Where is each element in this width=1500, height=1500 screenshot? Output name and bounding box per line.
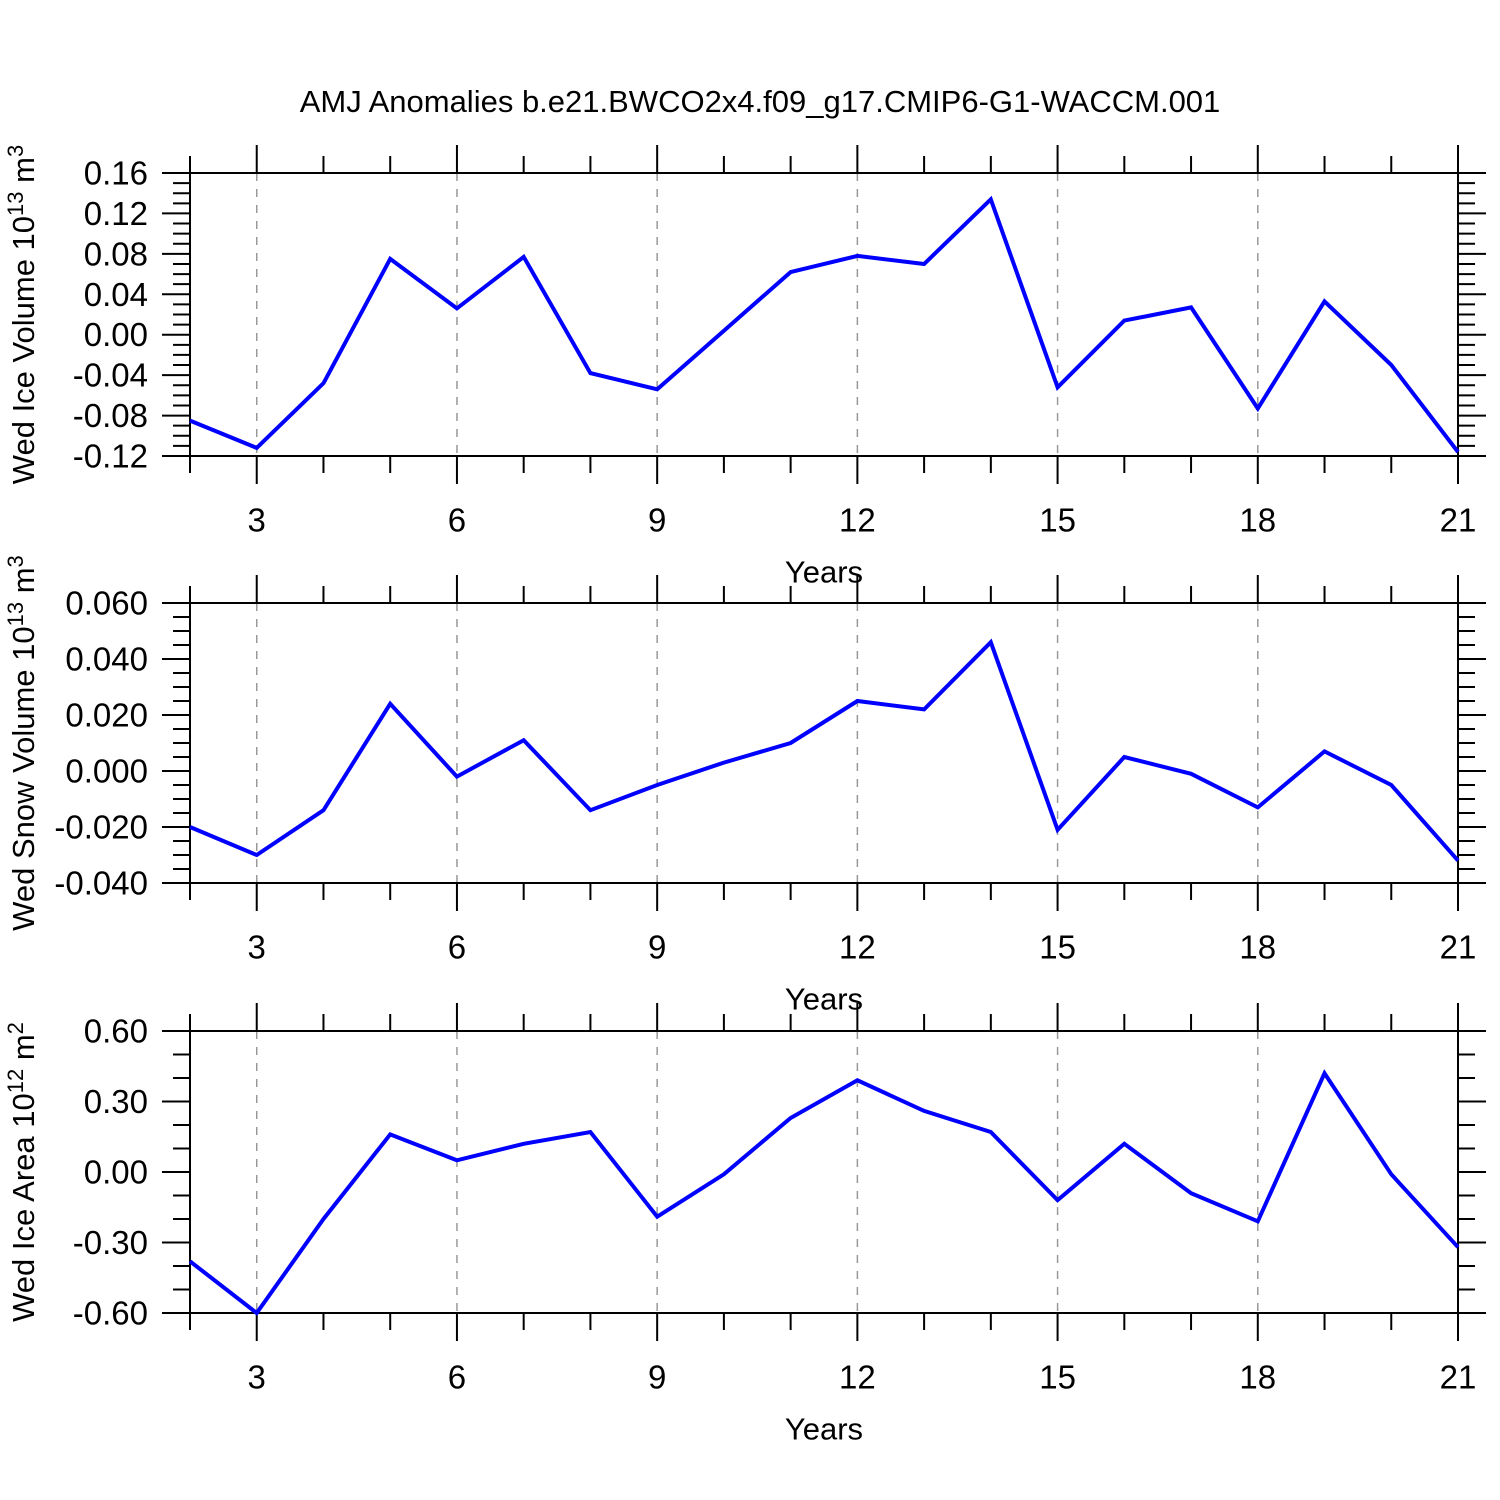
y-axis-label-text: Wed Ice Area 10 [6, 1093, 41, 1322]
x-tick-label: 18 [1239, 1359, 1276, 1396]
x-axis-label: Years [785, 555, 863, 590]
y-tick-label: 0.060 [65, 585, 148, 622]
y-tick-label: 0.020 [65, 697, 148, 734]
y-tick-label: 0.00 [84, 316, 148, 353]
y-tick-label: -0.08 [73, 397, 148, 434]
y-tick-label: 0.16 [84, 155, 148, 192]
x-axis-label: Years [785, 1412, 863, 1447]
x-tick-label: 12 [839, 502, 876, 539]
series-line-wed-ice-volume [189, 195, 1460, 454]
y-tick-label: -0.60 [73, 1295, 148, 1332]
x-tick-label: 9 [648, 1359, 666, 1396]
y-axis-label-text: m [6, 157, 41, 191]
y-tick-label: -0.30 [73, 1224, 148, 1261]
plot-box [189, 172, 1459, 457]
x-tick-label: 18 [1239, 502, 1276, 539]
y-tick-label: 0.00 [84, 1154, 148, 1191]
x-tick-label: 3 [248, 502, 266, 539]
x-tick-label: 15 [1039, 502, 1076, 539]
y-axis-label-superscript: 13 [3, 602, 28, 626]
plot-box [189, 602, 1459, 884]
x-tick-label: 21 [1440, 502, 1477, 539]
series-line-wed-ice-area [188, 1069, 1460, 1316]
x-tick-label: 12 [839, 1359, 876, 1396]
y-tick-label: -0.04 [73, 357, 148, 394]
y-axis-label: Wed Ice Area 1012 m2 [3, 1022, 41, 1322]
x-tick-label: 12 [839, 929, 876, 966]
x-tick-label: 9 [648, 502, 666, 539]
y-tick-label: 0.000 [65, 753, 148, 790]
y-tick-label: 0.040 [65, 641, 148, 678]
y-axis-label-superscript: 13 [3, 191, 28, 215]
x-tick-label: 3 [248, 1359, 266, 1396]
y-tick-label: 0.08 [84, 235, 148, 272]
y-axis-label: Wed Ice Volume 1013 m3 [3, 145, 41, 484]
y-axis-label-superscript: 3 [3, 555, 28, 567]
y-tick-label: 0.12 [84, 195, 148, 232]
y-tick-label: -0.040 [54, 865, 148, 902]
y-tick-label: 0.04 [84, 276, 148, 313]
x-tick-label: 6 [448, 502, 466, 539]
y-axis-label-superscript: 12 [3, 1069, 28, 1093]
x-tick-label: 21 [1440, 1359, 1477, 1396]
x-tick-label: 18 [1239, 929, 1276, 966]
y-axis-label-text: Wed Ice Volume 10 [6, 216, 41, 484]
y-tick-label: -0.12 [73, 438, 148, 475]
x-tick-label: 15 [1039, 1359, 1076, 1396]
x-tick-label: 6 [448, 929, 466, 966]
panel-wed-ice-volume: 3 6 9 12 15 18 21 Years 0.160.120.08 0.040.00 -0.0… [3, 145, 1486, 590]
x-tick-label: 9 [648, 929, 666, 966]
x-tick-label: 21 [1440, 929, 1477, 966]
panel-wed-ice-area: 3 6 9 12 15 18 21 Years 0.60 0.30 0.00 -0.30 -0.60 We… [3, 1003, 1486, 1447]
y-axis-label: Wed Snow Volume 1013 m3 [3, 555, 41, 931]
y-tick-label: -0.020 [54, 809, 148, 846]
y-tick-label: 0.30 [84, 1083, 148, 1120]
series-line-wed-snow-volume [189, 638, 1460, 862]
y-axis-label-text: m [6, 1034, 41, 1068]
x-tick-label: 6 [448, 1359, 466, 1396]
y-axis-label-text: m [6, 567, 41, 601]
x-tick-label: 15 [1039, 929, 1076, 966]
y-axis-label-superscript: 3 [3, 145, 28, 157]
plot-box [189, 1030, 1459, 1314]
y-tick-label: 0.60 [84, 1013, 148, 1050]
panel-wed-snow-volume: 3 6 9 12 15 18 21 Years 0.060 0.040 0.020 0.000 -0.0… [3, 555, 1486, 1017]
y-axis-label-superscript: 2 [3, 1022, 28, 1034]
x-tick-label: 3 [248, 929, 266, 966]
x-axis-label: Years [785, 982, 863, 1017]
chart-title: AMJ Anomalies b.e21.BWCO2x4.f09_g17.CMIP… [300, 84, 1221, 119]
y-axis-label-text: Wed Snow Volume 10 [6, 626, 41, 930]
